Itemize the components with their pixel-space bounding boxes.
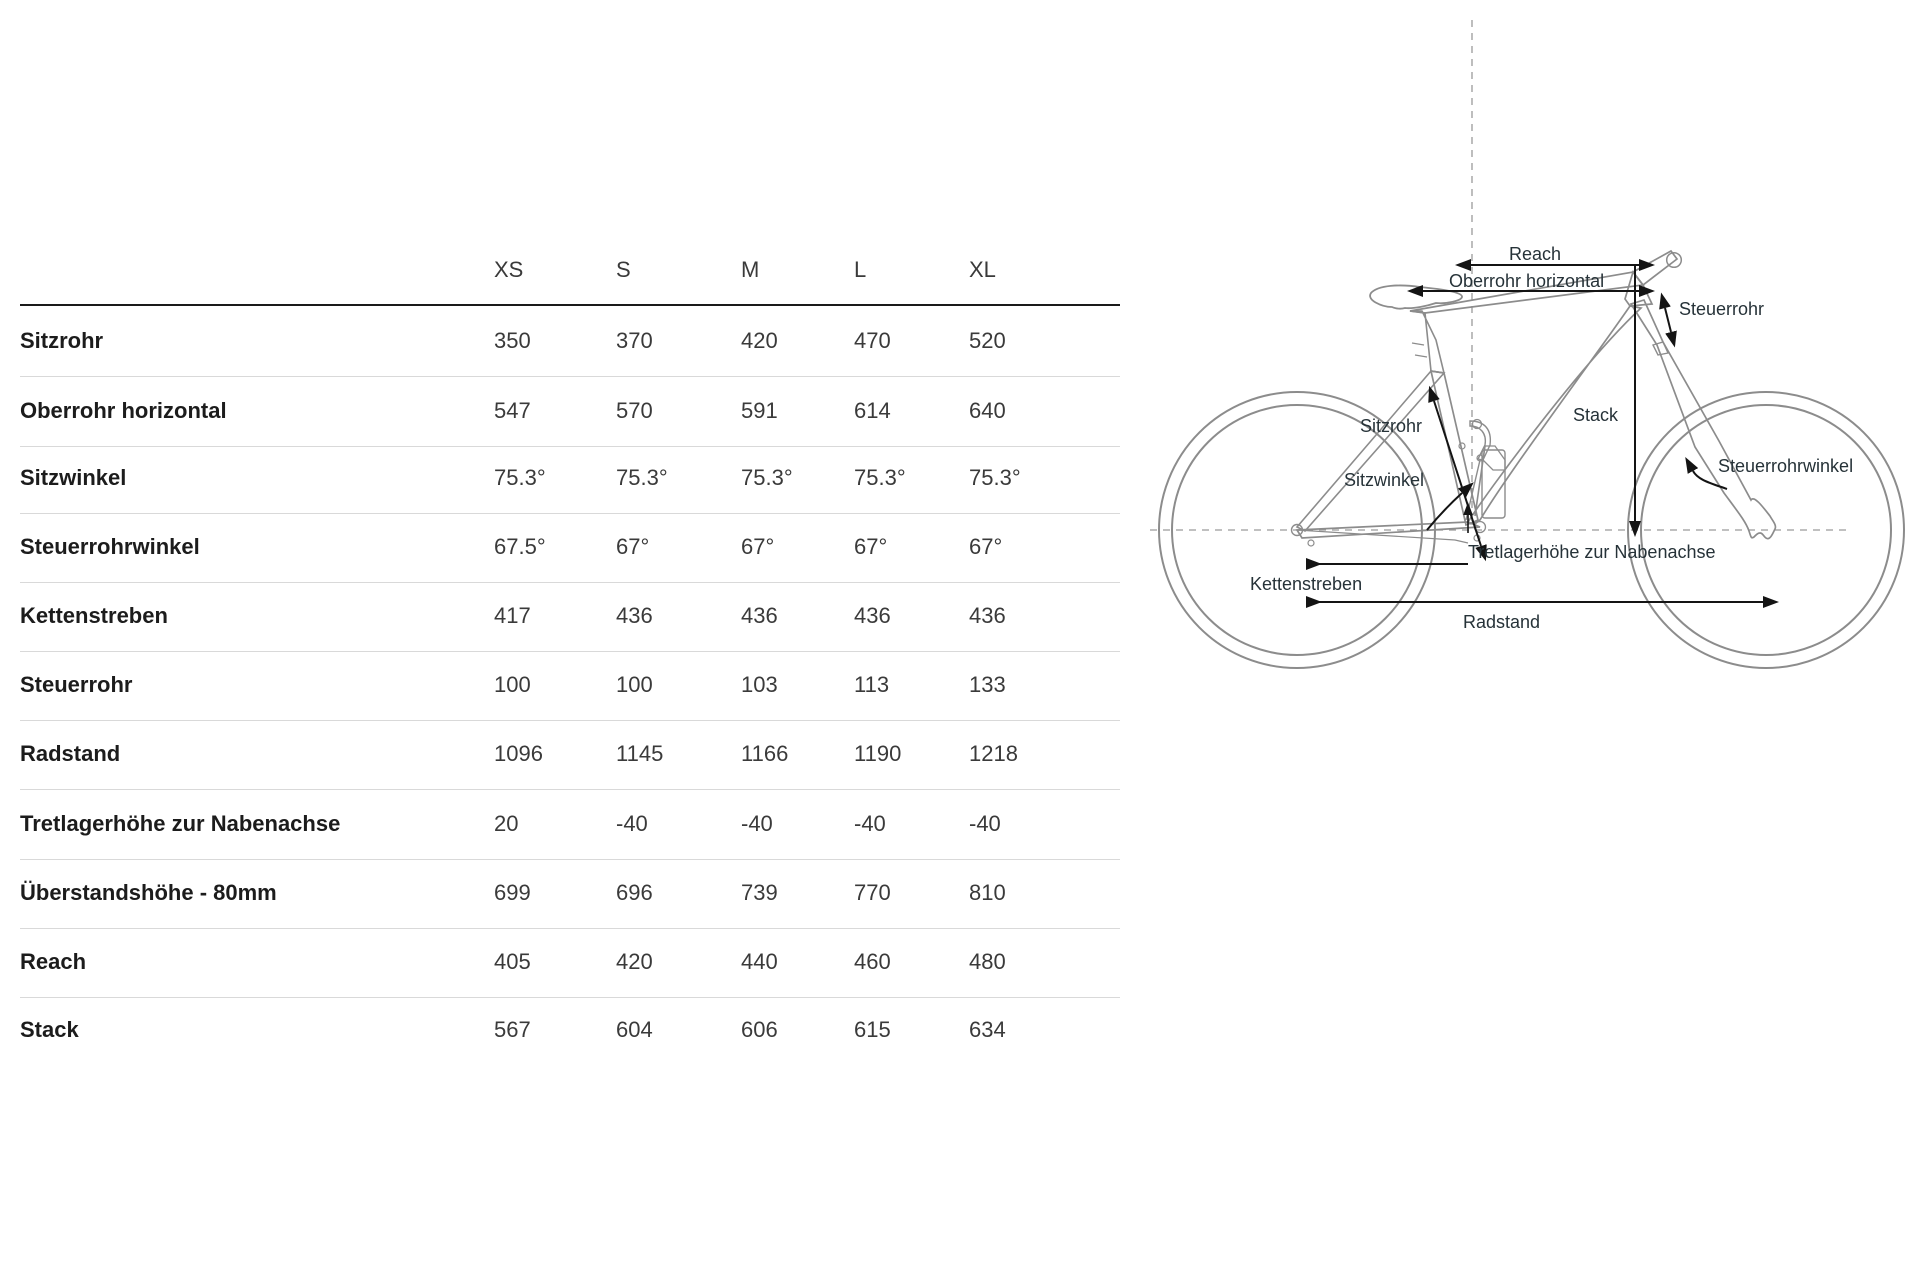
svg-text:Kettenstreben: Kettenstreben — [1250, 574, 1362, 594]
svg-text:Sitzrohr: Sitzrohr — [1360, 416, 1422, 436]
svg-text:Steuerrohrwinkel: Steuerrohrwinkel — [1718, 456, 1853, 476]
svg-text:Stack: Stack — [1573, 405, 1619, 425]
svg-text:Sitzwinkel: Sitzwinkel — [1344, 470, 1424, 490]
svg-text:Tretlagerhöhe zur Nabenachse: Tretlagerhöhe zur Nabenachse — [1468, 542, 1715, 562]
svg-text:Oberrohr horizontal: Oberrohr horizontal — [1449, 271, 1604, 291]
svg-text:Reach: Reach — [1509, 244, 1561, 264]
svg-text:Radstand: Radstand — [1463, 612, 1540, 632]
svg-text:Steuerrohr: Steuerrohr — [1679, 299, 1764, 319]
